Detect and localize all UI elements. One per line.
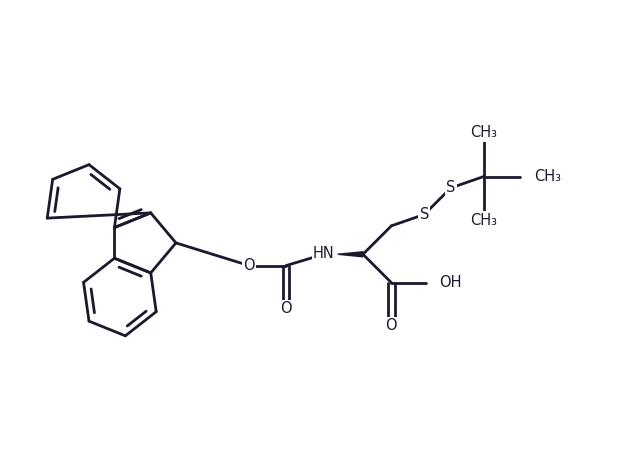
Polygon shape bbox=[338, 252, 363, 257]
Text: S: S bbox=[420, 207, 429, 222]
Text: HN: HN bbox=[313, 245, 335, 260]
Text: OH: OH bbox=[439, 275, 461, 290]
Text: O: O bbox=[385, 318, 397, 333]
Text: O: O bbox=[280, 301, 292, 316]
Text: S: S bbox=[446, 180, 456, 196]
Text: CH₃: CH₃ bbox=[534, 169, 561, 184]
Text: O: O bbox=[243, 258, 255, 273]
Text: CH₃: CH₃ bbox=[470, 125, 497, 141]
Text: CH₃: CH₃ bbox=[470, 212, 497, 227]
